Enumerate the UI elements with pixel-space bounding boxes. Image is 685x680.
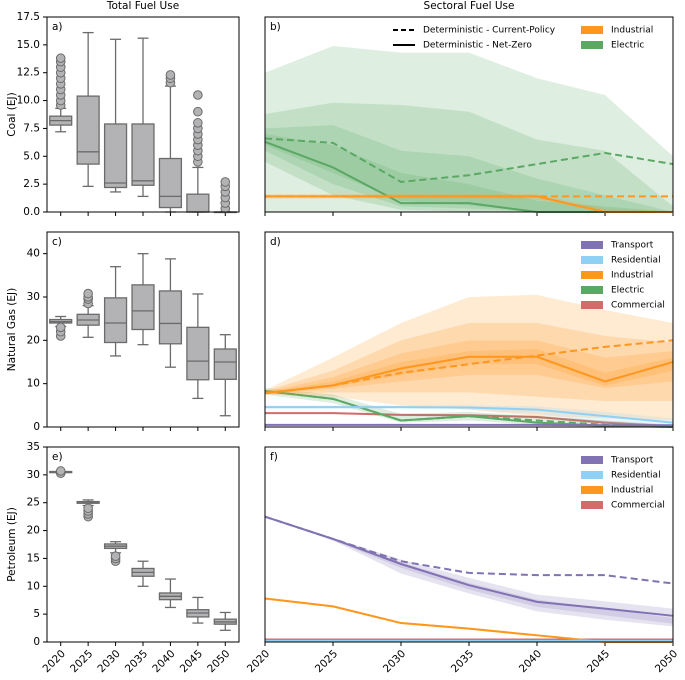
y-axis-label: Petroleum (EJ) [6,507,18,582]
box [105,298,127,343]
x-tick-label: 2020 [41,648,68,675]
panel-label: d) [270,236,281,248]
axes-frame [47,447,239,642]
flier [84,504,93,513]
legend-label: Residential [611,471,661,481]
y-tick-label: 10 [27,580,40,592]
x-tick-label: 2030 [381,648,408,675]
legend-swatch [581,256,603,264]
legend-label: Commercial [611,501,665,511]
y-tick-label: 35 [27,441,40,453]
x-tick-label: 2040 [150,648,177,675]
y-tick-label: 7.5 [23,122,40,134]
panel-label: b) [270,21,281,33]
box [105,124,127,188]
y-tick-label: 30 [27,469,40,481]
legend-swatch [581,286,603,294]
y-tick-label: 17.5 [17,11,40,23]
legend-label: Industrial [611,486,653,496]
legend-label: Commercial [611,301,665,311]
box [187,194,209,212]
x-tick-label: 2035 [449,648,476,675]
panel-label: e) [52,451,63,463]
flier [111,552,120,561]
y-tick-label: 0 [33,636,40,648]
box [77,96,99,164]
panel-label: a) [52,21,63,33]
x-tick-label: 2050 [653,648,680,675]
line [265,517,673,616]
legend-swatch [581,301,603,309]
box [132,124,154,185]
flier [56,323,65,332]
box [187,327,209,379]
flier [194,91,203,100]
y-tick-label: 5.0 [23,150,40,162]
legend-label: Industrial [611,271,653,281]
legend-swatch [581,241,603,249]
x-tick-label: 2050 [205,648,232,675]
x-tick-label: 2045 [178,648,205,675]
legend-label: Deterministic - Net-Zero [423,41,532,51]
panel-label: f) [270,451,278,463]
box [159,159,181,208]
legend-swatch [581,41,603,49]
legend-swatch [581,26,603,34]
x-tick-label: 2035 [123,648,150,675]
legend-swatch [581,501,603,509]
legend-swatch [581,456,603,464]
panel-label: c) [52,236,62,248]
box [132,285,154,330]
x-tick-label: 2030 [95,648,122,675]
legend-label: Transport [610,456,654,466]
y-tick-label: 40 [27,248,40,260]
legend-label: Transport [610,241,654,251]
flier [221,178,230,187]
y-tick-label: 20 [27,525,40,537]
y-tick-label: 15.0 [17,39,40,51]
y-tick-label: 0.0 [23,206,40,218]
flier [194,107,203,116]
x-tick-label: 2020 [245,648,272,675]
x-tick-label: 2025 [313,648,340,675]
y-tick-label: 2.5 [23,178,40,190]
box [214,349,236,379]
y-tick-label: 12.5 [17,67,40,79]
flier [166,71,175,80]
y-tick-label: 25 [27,497,40,509]
legend-swatch [581,471,603,479]
x-tick-label: 2040 [517,648,544,675]
y-tick-label: 20 [27,334,40,346]
legend-swatch [581,486,603,494]
flier [194,119,203,128]
y-axis-label: Natural Gas (EJ) [6,288,18,371]
legend-label: Industrial [611,26,653,36]
column-title: Total Fuel Use [106,0,179,12]
flier [56,467,65,476]
legend-label: Electric [611,41,644,51]
flier [84,289,93,298]
y-tick-label: 0 [33,421,40,433]
legend-label: Electric [611,286,644,296]
y-tick-label: 10 [27,378,40,390]
legend-label: Deterministic - Current-Policy [423,26,556,36]
y-tick-label: 30 [27,291,40,303]
x-tick-label: 2045 [585,648,612,675]
legend-swatch [581,271,603,279]
line [265,517,673,584]
x-tick-label: 2025 [68,648,95,675]
box [159,291,181,344]
column-title: Sectoral Fuel Use [424,0,515,12]
flier [56,54,65,63]
y-tick-label: 15 [27,552,40,564]
y-tick-label: 10.0 [17,95,40,107]
y-tick-label: 5 [33,608,40,620]
legend-label: Residential [611,256,661,266]
